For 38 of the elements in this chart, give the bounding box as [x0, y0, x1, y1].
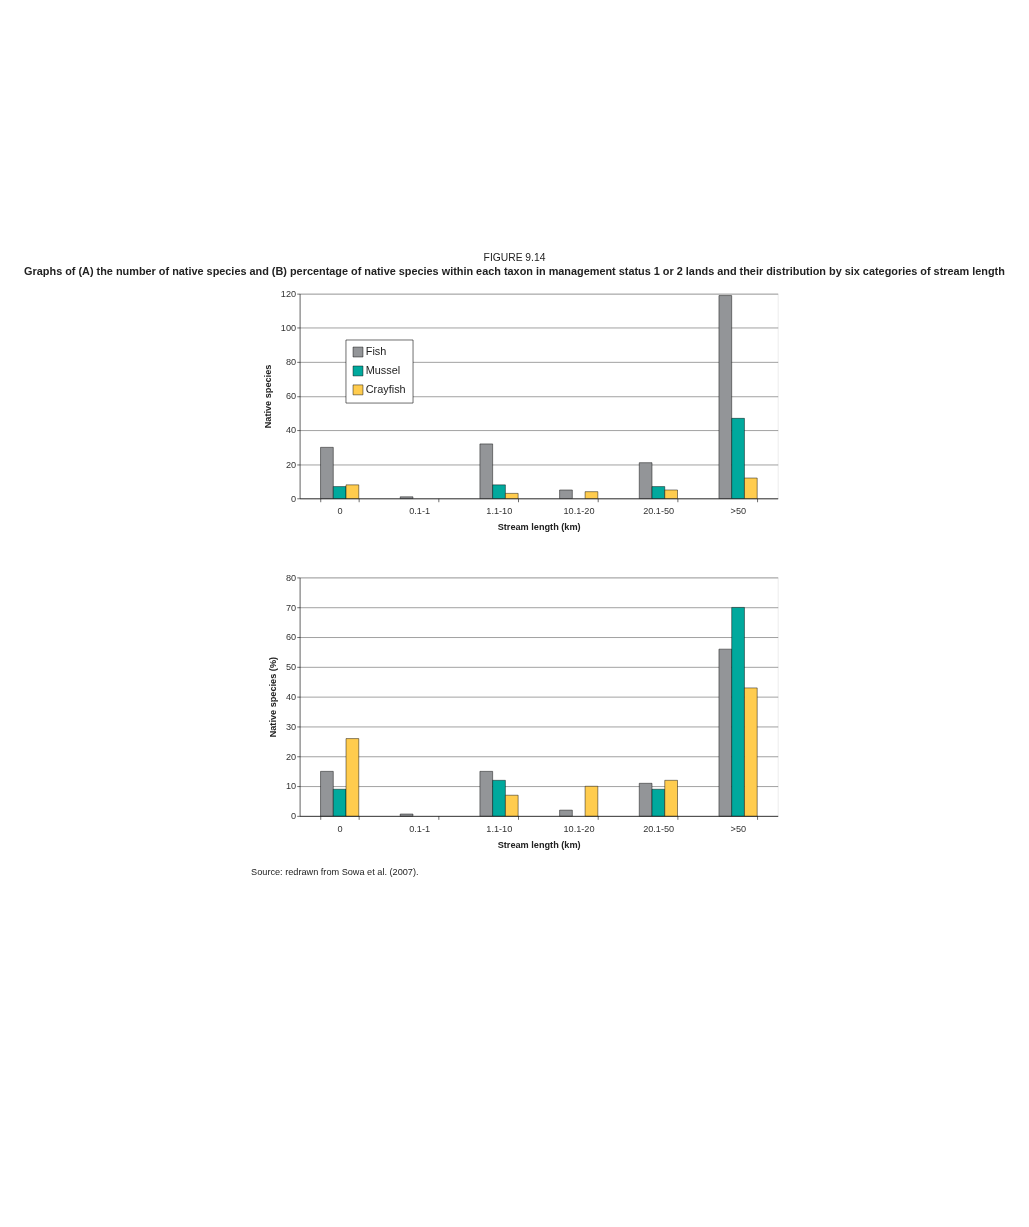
y-tick-label: 100: [280, 323, 297, 334]
y-tick-label: 80: [285, 357, 297, 368]
y-tick-label: 20: [285, 751, 297, 762]
y-tick-label: 60: [285, 632, 297, 643]
y-tick-label: 20: [285, 459, 297, 470]
x-tick-label: 10.1-20: [563, 823, 595, 834]
y-tick-label: 50: [285, 662, 297, 673]
x-tick-label: >50: [730, 823, 747, 834]
y-tick-label: 70: [285, 602, 297, 613]
y-tick-label: 80: [285, 572, 297, 583]
x-tick-label: 20.1-50: [643, 823, 675, 834]
x-tick-label: 1.1-10: [486, 506, 513, 517]
x-tick-label: >50: [730, 506, 747, 517]
y-tick-label: 0: [290, 811, 297, 822]
x-tick-label: 0: [337, 506, 343, 517]
y-tick-label: 30: [285, 721, 297, 732]
y-tick-label: 60: [285, 391, 297, 402]
legend-label: Crayfish: [365, 383, 406, 396]
y-tick-label: 0: [290, 493, 297, 504]
x-tick-label: 1.1-10: [486, 823, 513, 834]
x-tick-label: 0: [337, 823, 343, 834]
x-axis-title: Stream length (km): [497, 522, 581, 533]
y-tick-label: 10: [285, 781, 297, 792]
y-tick-label: 40: [285, 425, 297, 436]
x-axis-title: Stream length (km): [497, 839, 581, 850]
x-tick-label: 20.1-50: [643, 506, 675, 517]
y-tick-label: 40: [285, 692, 297, 702]
chart-title: FIGURE 9.14: [483, 251, 546, 263]
chart-subtitle: Graphs of (A) the number of native species and (B) percentage of native species within each taxon in management status 1 or 2 lands and their distribution by six categories of stream length: [24, 265, 1005, 278]
source-note: Source: redrawn from Sowa et al. (2007).: [251, 867, 419, 878]
x-tick-label: 0.1-1: [409, 823, 431, 834]
legend-label: Fish: [365, 345, 387, 358]
y-tick-label: 120: [280, 289, 297, 299]
legend-label: Mussel: [365, 364, 401, 377]
y-axis-title: Native species (%): [268, 656, 279, 738]
y-axis-title: Native species: [263, 364, 274, 429]
x-tick-label: 10.1-20: [563, 506, 595, 517]
x-tick-label: 0.1-1: [409, 506, 431, 517]
